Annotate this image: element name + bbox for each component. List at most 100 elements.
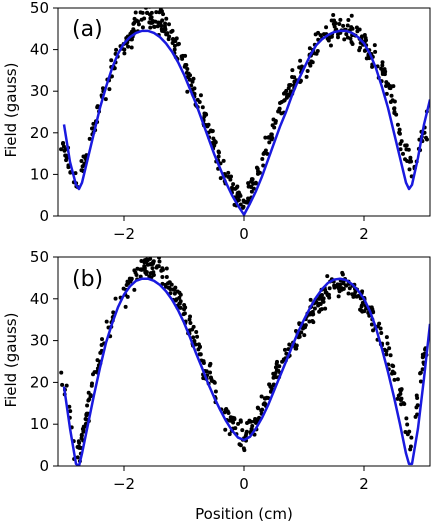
panel-b-data-point bbox=[299, 330, 304, 335]
panel-b-data-point bbox=[133, 270, 138, 275]
panel-a-data-point bbox=[397, 127, 402, 132]
panel-a-data-point bbox=[142, 16, 147, 21]
panel-a-data-point bbox=[166, 37, 171, 42]
panel-b-data-point bbox=[282, 347, 287, 352]
panel-a-data-point bbox=[277, 106, 282, 111]
panel-b-data-point bbox=[139, 258, 144, 263]
panel-b-data-point bbox=[323, 306, 328, 311]
panel-a-data-point bbox=[307, 46, 312, 51]
panel-a-data-point bbox=[217, 150, 222, 155]
panel-a-data-point bbox=[246, 196, 251, 201]
panel-b-data-point bbox=[340, 270, 345, 275]
panel-a-data-point bbox=[185, 89, 190, 94]
panel-b-data-point bbox=[157, 257, 161, 260]
panel-a-data-point bbox=[409, 159, 414, 164]
panel-a-data-point bbox=[304, 74, 309, 79]
panel-b-x-tick-label: 2 bbox=[359, 475, 369, 493]
panel-b-data-point bbox=[172, 291, 177, 296]
panel-b-data-point bbox=[113, 296, 118, 301]
panel-a-data-point bbox=[122, 51, 127, 56]
panel-b-data-point bbox=[260, 407, 265, 412]
panel-b-data-point bbox=[303, 323, 308, 328]
panel-a-data-point bbox=[348, 36, 353, 41]
panel-b-y-tick-label: 40 bbox=[30, 290, 49, 308]
panel-a-data-point bbox=[200, 105, 205, 110]
panel-a-data-point bbox=[387, 86, 392, 91]
panel-a-data-point bbox=[132, 29, 137, 34]
panel-b-data-point bbox=[378, 326, 383, 331]
panel-a-data-point bbox=[141, 8, 143, 9]
panel-b-data-point bbox=[201, 361, 206, 366]
panel-b-data-point bbox=[297, 334, 302, 339]
panel-b-data-point bbox=[233, 426, 238, 431]
panel-b-data-point bbox=[275, 359, 280, 364]
panel-b-data-point bbox=[241, 446, 246, 451]
panel-a-data-point bbox=[170, 40, 175, 45]
panel-a-data-point bbox=[210, 129, 215, 134]
panel-a-data-point bbox=[290, 68, 295, 73]
panel-a-data-point bbox=[109, 58, 114, 63]
panel-b-data-point bbox=[385, 341, 390, 346]
panel-a-data-point bbox=[112, 66, 117, 71]
panel-a-label: (a) bbox=[72, 17, 103, 42]
panel-a-data-point bbox=[382, 67, 387, 72]
panel-b-x-tick-label: −2 bbox=[113, 475, 135, 493]
panel-a-data-point bbox=[354, 25, 359, 30]
panel-b-data-point bbox=[418, 370, 423, 375]
panel-a-data-point bbox=[298, 58, 303, 63]
panel-b-data-point bbox=[336, 294, 341, 299]
panel-a-data-point bbox=[263, 135, 268, 140]
panel-b-data-point bbox=[132, 287, 137, 292]
panel-a-data-point bbox=[328, 43, 333, 48]
panel-b-data-point bbox=[387, 346, 392, 351]
panel-a-data-point bbox=[403, 143, 408, 148]
panel-b-data-point bbox=[307, 319, 312, 324]
panel-b-data-point bbox=[359, 304, 364, 309]
panel-a-data-point bbox=[251, 186, 256, 191]
panel-a-data-point bbox=[154, 10, 159, 15]
panel-a-data-point bbox=[286, 93, 291, 98]
panel-a-data-point bbox=[344, 32, 349, 37]
panel-b-data-point bbox=[253, 420, 258, 425]
panel-a-data-point bbox=[332, 24, 337, 29]
panel-b-data-point bbox=[164, 266, 169, 271]
panel-a-data-point bbox=[147, 20, 152, 25]
panel-b-data-point bbox=[188, 321, 193, 326]
panel-b-data-point bbox=[166, 281, 170, 286]
panel-b-data-point bbox=[326, 292, 331, 297]
panel-a-x-tick-label: 2 bbox=[359, 225, 369, 243]
panel-a-data-point bbox=[126, 44, 131, 49]
panel-b-y-tick-label: 0 bbox=[39, 457, 49, 475]
panel-a-data-point bbox=[64, 158, 69, 163]
panel-a-data-point bbox=[198, 93, 203, 98]
panel-b-data-point bbox=[327, 286, 332, 291]
panel-b-data-point bbox=[335, 282, 340, 287]
panel-a-data-point bbox=[267, 140, 272, 145]
panel-a-fit-line bbox=[62, 29, 430, 216]
panel-a-data-point bbox=[59, 147, 64, 152]
panel-b-data-point bbox=[408, 444, 413, 449]
panel-b-data-point bbox=[418, 379, 423, 384]
panel-b-data-point bbox=[157, 259, 162, 264]
panel-a-data-point bbox=[172, 43, 177, 48]
panel-b-data-point bbox=[325, 274, 330, 279]
panel-b-data-point bbox=[76, 439, 81, 444]
panel-b-data-point bbox=[256, 406, 261, 411]
panel-a-data-point bbox=[186, 71, 191, 76]
panel-a-data-point bbox=[79, 158, 84, 163]
panel-a-y-tick-label: 0 bbox=[39, 207, 49, 225]
panel-b-data-point bbox=[181, 312, 186, 317]
panel-a-data-point bbox=[261, 163, 266, 168]
panel-b-data-point bbox=[320, 298, 325, 303]
panel-b-y-tick-label: 30 bbox=[30, 332, 49, 350]
panel-a-data-point bbox=[397, 130, 402, 135]
panel-b-data-point bbox=[371, 309, 376, 314]
panel-b-data-point bbox=[160, 274, 165, 279]
panel-b-data-point bbox=[148, 271, 153, 276]
panel-a-data-point bbox=[169, 29, 174, 34]
panel-b-data-point bbox=[86, 398, 91, 403]
panel-b-data-point bbox=[390, 371, 395, 376]
panel-b-data-point bbox=[276, 368, 281, 373]
panel-b-data-point bbox=[271, 371, 276, 376]
panel-b-data-point bbox=[405, 422, 410, 427]
